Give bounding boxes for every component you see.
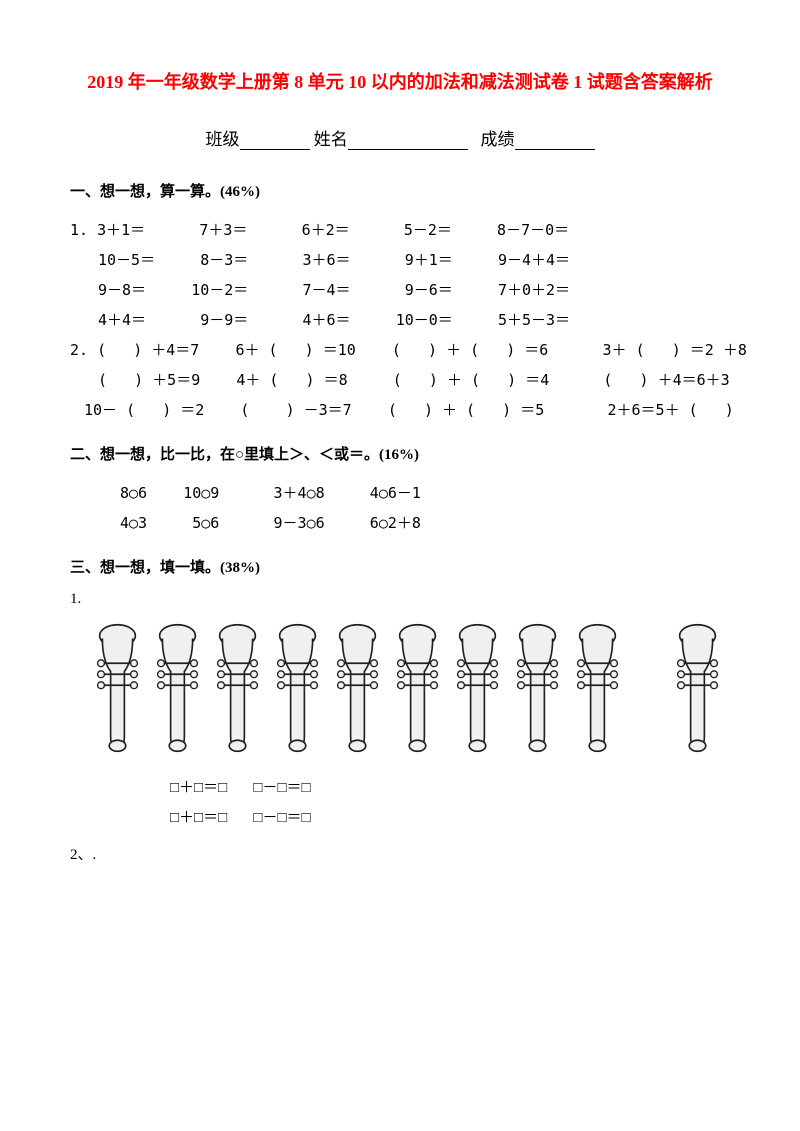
- section1-heading: 一、想一想，算一算。(46%): [70, 180, 730, 201]
- section2-heading: 二、想一想，比一比，在○里填上＞、＜或＝。(16%): [70, 443, 730, 464]
- s3-q2-label: 2、.: [70, 843, 730, 864]
- s3-q1-label: 1.: [70, 591, 730, 608]
- s1-q2-row1: ( ) ＋5＝9 4＋ ( ) ＝8 ( ) ＋ ( ) ＝4 ( ) ＋4＝6…: [70, 365, 730, 395]
- page-title: 2019 年一年级数学上册第 8 单元 10 以内的加法和减法测试卷 1 试题含…: [70, 60, 730, 105]
- name-label: 姓名: [314, 130, 348, 149]
- s1-q2-row2: 10－ ( ) ＝2 ( ) －3＝7 ( ) ＋ ( ) ＝5 2＋6＝5＋ …: [70, 395, 730, 425]
- trumpet-icon: [150, 618, 205, 758]
- class-blank[interactable]: [240, 132, 310, 150]
- trumpet-row: [90, 618, 730, 758]
- score-label: 成绩: [481, 130, 515, 149]
- class-label: 班级: [206, 130, 240, 149]
- s1-q2-row0: 2. ( ) ＋4＝7 6＋ ( ) ＝10 ( ) ＋ ( ) ＝6 3＋ (…: [70, 335, 730, 365]
- s1-q1-row2: 9－8＝ 10－2＝ 7－4＝ 9－6＝ 7＋0＋2＝: [70, 275, 730, 305]
- trumpet-icon: [270, 618, 325, 758]
- section3-heading: 三、想一想，填一填。(38%): [70, 556, 730, 577]
- score-blank[interactable]: [515, 132, 595, 150]
- s2-row0: 8○6 10○9 3＋4○8 4○6－1: [70, 478, 730, 508]
- s2-row1: 4○3 5○6 9－3○6 6○2＋8: [70, 508, 730, 538]
- student-info-line: 班级 姓名 成绩: [70, 125, 730, 150]
- s1-q1-row1: 10－5＝ 8－3＝ 3＋6＝ 9＋1＝ 9－4＋4＝: [70, 245, 730, 275]
- s1-q1-row3: 4＋4＝ 9－9＝ 4＋6＝ 10－0＝ 5＋5－3＝: [70, 305, 730, 335]
- name-blank[interactable]: [348, 132, 468, 150]
- trumpet-icon: [210, 618, 265, 758]
- trumpet-icon: [570, 618, 625, 758]
- s3-eq-row0: □＋□＝□ □－□＝□: [70, 773, 730, 803]
- trumpet-icon: [330, 618, 385, 758]
- s3-eq-row1: □＋□＝□ □－□＝□: [70, 803, 730, 833]
- trumpet-icon: [670, 618, 725, 758]
- trumpet-icon: [510, 618, 565, 758]
- trumpet-icon: [450, 618, 505, 758]
- trumpet-icon: [90, 618, 145, 758]
- s1-q1-row0: 1. 3＋1＝ 7＋3＝ 6＋2＝ 5－2＝ 8－7－0＝: [70, 215, 730, 245]
- trumpet-icon: [390, 618, 445, 758]
